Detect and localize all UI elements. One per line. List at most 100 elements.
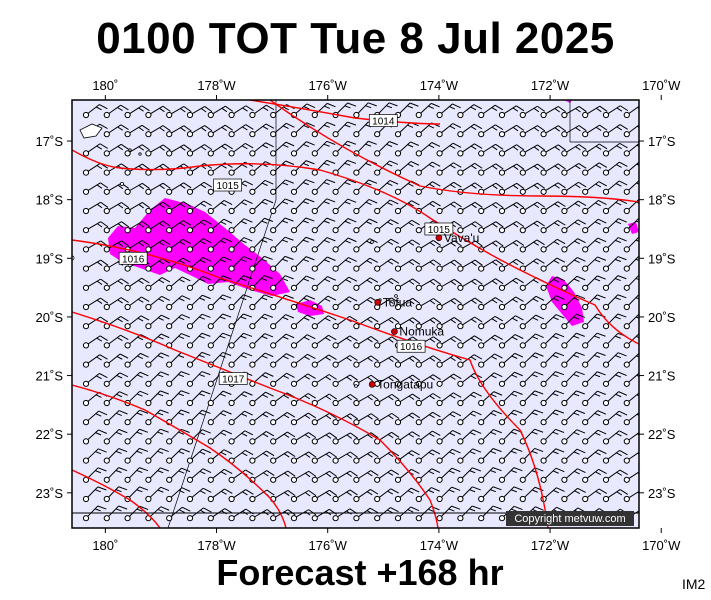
wind-barb xyxy=(270,372,295,387)
wind-barb xyxy=(82,182,109,195)
wind-barb xyxy=(186,409,211,426)
wind-barb xyxy=(332,335,358,349)
wind-barb xyxy=(540,409,565,426)
lat-label-right: 20˚S xyxy=(648,310,676,325)
wind-barb xyxy=(498,315,524,330)
wind-barb xyxy=(186,468,212,483)
wind-barb xyxy=(311,276,336,291)
wind-barb xyxy=(124,221,150,234)
wind-barb xyxy=(290,353,316,368)
wind-barb xyxy=(582,468,607,483)
wind-barb xyxy=(270,470,296,483)
wind-barb xyxy=(332,489,358,503)
isobar-label-layer: 1014 1015 1015 1016 1016 1017 xyxy=(118,114,454,385)
wind-barb xyxy=(415,122,440,138)
place-marker: Vava'u xyxy=(435,231,479,245)
wind-barb xyxy=(270,236,294,253)
wind-barb xyxy=(519,201,546,215)
wind-barb xyxy=(186,429,211,445)
wind-barb xyxy=(457,486,481,503)
wind-barb xyxy=(332,296,358,311)
wind-barb xyxy=(519,390,544,407)
wind-barb xyxy=(457,201,483,215)
wind-barb xyxy=(207,218,233,234)
wind-barb xyxy=(332,102,357,119)
wind-barb xyxy=(457,410,482,426)
isobar-label: 1015 xyxy=(424,222,454,236)
place-name: Vava'u xyxy=(444,231,479,245)
wind-barb xyxy=(166,106,192,119)
wind-barb xyxy=(561,371,585,387)
wind-barb xyxy=(394,102,419,119)
island xyxy=(128,148,132,152)
map-title: 0100 TOT Tue 8 Jul 2025 xyxy=(96,14,615,63)
isobar-value: 1015 xyxy=(217,181,240,192)
wind-barb xyxy=(249,255,273,272)
wind-barb xyxy=(332,393,358,407)
wind-barb xyxy=(582,313,606,330)
wind-barb xyxy=(186,390,211,407)
lat-label-left: 17˚S xyxy=(36,134,64,149)
wind-barb xyxy=(602,352,627,368)
wind-barb xyxy=(561,275,586,291)
place-dot xyxy=(374,298,382,306)
wind-barb xyxy=(290,179,315,195)
wind-barb xyxy=(82,486,107,503)
wind-barb xyxy=(415,102,440,119)
wind-barb xyxy=(228,352,253,368)
wind-barb xyxy=(228,430,254,445)
wind-barb xyxy=(228,124,254,138)
wind-barb xyxy=(228,294,253,311)
wind-barb xyxy=(540,220,566,234)
wind-barb xyxy=(270,412,296,426)
wind-barb xyxy=(519,486,544,503)
wind-barb xyxy=(561,181,587,195)
wind-barb xyxy=(374,199,399,215)
wind-barb xyxy=(415,142,441,157)
wind-barb xyxy=(540,106,566,119)
wind-barb xyxy=(540,333,565,349)
wind-barb xyxy=(103,278,129,291)
wind-barb xyxy=(166,467,191,483)
lon-label-top: 170˚W xyxy=(642,78,681,93)
isobar-label: 1015 xyxy=(213,178,242,192)
wind-barb xyxy=(124,124,150,138)
wind-barb xyxy=(478,221,504,234)
wind-barb xyxy=(519,352,544,368)
wind-barb xyxy=(374,219,399,234)
wind-barb xyxy=(207,105,234,119)
wind-barb xyxy=(394,355,421,368)
place-name: Tongatapu xyxy=(377,377,433,391)
place-layer: Vava'u Tofua Nomuka Tongatapu xyxy=(368,231,479,391)
axis-layer: 180˚ 180˚ 178˚W 178˚W 176˚W 176˚W 174˚W 174˚W 17… xyxy=(36,78,682,553)
wind-barb xyxy=(457,278,483,291)
wind-barb xyxy=(145,333,170,349)
wind-barb xyxy=(82,505,107,522)
wind-barb xyxy=(519,314,545,330)
wind-barb xyxy=(582,124,608,138)
wind-barb xyxy=(124,428,149,445)
wind-barb xyxy=(457,335,483,349)
ocean-background xyxy=(72,100,639,528)
wind-barb xyxy=(332,413,358,426)
wind-barb xyxy=(478,391,503,407)
wind-barb xyxy=(498,467,523,483)
wind-barb xyxy=(353,394,379,407)
isobar-label: 1016 xyxy=(396,339,426,353)
wind-barb xyxy=(186,448,212,464)
wind-barb xyxy=(166,428,190,445)
wind-barb xyxy=(415,355,442,368)
isobar-line xyxy=(72,149,639,345)
wind-barb xyxy=(436,201,462,215)
wind-barb xyxy=(394,450,420,464)
wind-barb xyxy=(498,182,525,195)
wind-barb xyxy=(186,313,211,330)
wind-barb xyxy=(290,256,315,272)
wind-barb xyxy=(249,236,273,253)
wind-barb xyxy=(228,332,253,349)
wind-barb xyxy=(623,142,639,157)
wind-barb xyxy=(249,294,273,311)
wind-barb xyxy=(374,450,400,464)
wind-barb xyxy=(332,198,357,215)
wind-barb xyxy=(249,450,275,464)
